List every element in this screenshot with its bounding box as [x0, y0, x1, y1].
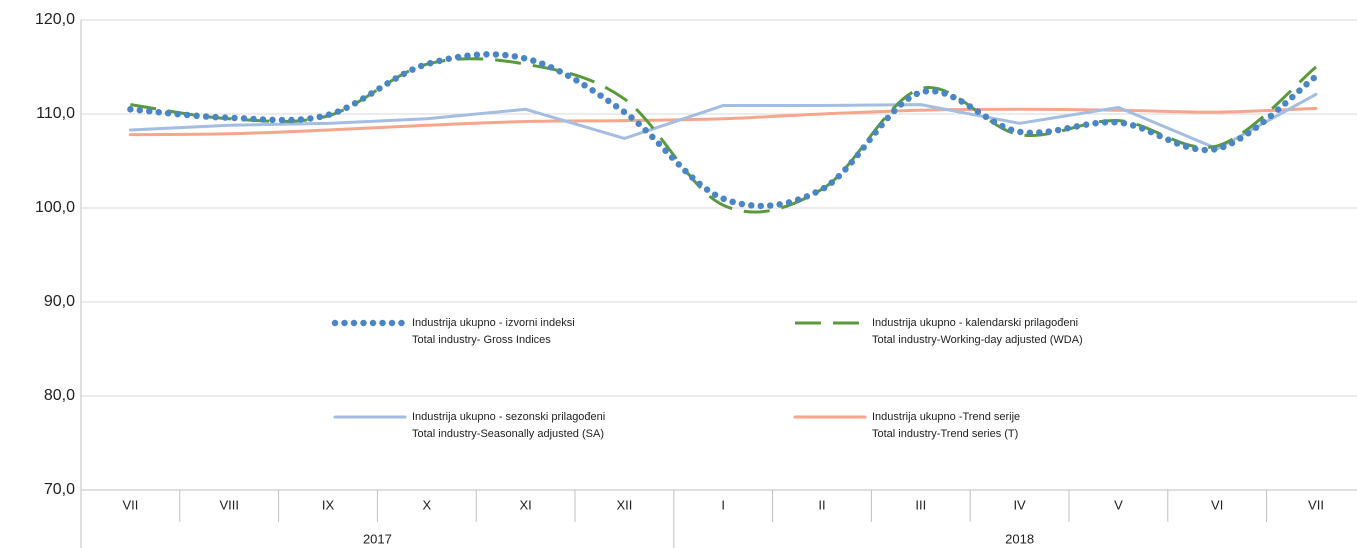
x-tick-label: XII — [616, 497, 632, 512]
y-tick-label: 120,0 — [35, 11, 75, 28]
legend-label: Total industry-Seasonally adjusted (SA) — [412, 428, 604, 440]
legend-label: Industrija ukupno - kalendarski prilagođ… — [872, 317, 1078, 329]
x-tick-label: VII — [122, 497, 138, 512]
legend-label: Industrija ukupno -Trend serije — [872, 411, 1020, 423]
y-tick-label: 110,0 — [36, 105, 75, 122]
legend-label: Industrija ukupno - izvorni indeksi — [412, 317, 575, 329]
group-label: 2018 — [1005, 531, 1034, 546]
y-tick-label: 80,0 — [44, 387, 75, 404]
legend-label: Total industry- Gross Indices — [412, 334, 551, 346]
group-label: 2017 — [363, 531, 392, 546]
x-tick-label: II — [818, 497, 825, 512]
x-tick-label: VIII — [219, 497, 239, 512]
legend-label: Total industry-Working-day adjusted (WDA… — [872, 334, 1083, 346]
y-tick-label: 70,0 — [44, 481, 75, 498]
x-tick-label: III — [915, 497, 926, 512]
series-line — [130, 57, 1317, 214]
x-tick-label: X — [422, 497, 431, 512]
x-tick-label: I — [721, 497, 725, 512]
series-line — [128, 92, 1318, 151]
x-tick-label: IX — [322, 497, 335, 512]
legend-label: Industrija ukupno - sezonski prilagođeni — [412, 411, 605, 423]
series-line — [128, 106, 1318, 137]
x-tick-label: VI — [1211, 497, 1223, 512]
y-tick-label: 100,0 — [35, 199, 75, 216]
x-tick-label: V — [1114, 497, 1123, 512]
legend-label: Total industry-Trend series (T) — [872, 428, 1018, 440]
x-tick-label: XI — [519, 497, 531, 512]
series-line — [127, 51, 1320, 210]
x-tick-label: IV — [1013, 497, 1026, 512]
x-tick-label: VII — [1308, 497, 1324, 512]
y-tick-label: 90,0 — [44, 293, 75, 310]
